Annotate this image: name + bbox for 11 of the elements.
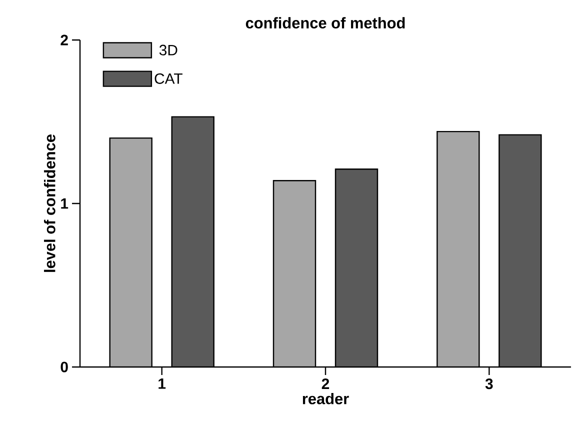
chart-title: confidence of method bbox=[246, 17, 405, 28]
y-tick-label: 2 bbox=[60, 34, 68, 46]
x-tick-label: 3 bbox=[485, 378, 493, 390]
y-tick-label: 0 bbox=[60, 362, 68, 372]
x-tick-label: 2 bbox=[322, 378, 330, 389]
x-tick-label: 1 bbox=[158, 378, 166, 389]
y-tick-label: 1 bbox=[61, 198, 68, 209]
x-axis-title: reader bbox=[302, 392, 349, 404]
y-axis-title: level of confidence bbox=[44, 134, 56, 272]
legend-label: 3D bbox=[159, 44, 178, 56]
legend-label: CAT bbox=[154, 73, 182, 84]
